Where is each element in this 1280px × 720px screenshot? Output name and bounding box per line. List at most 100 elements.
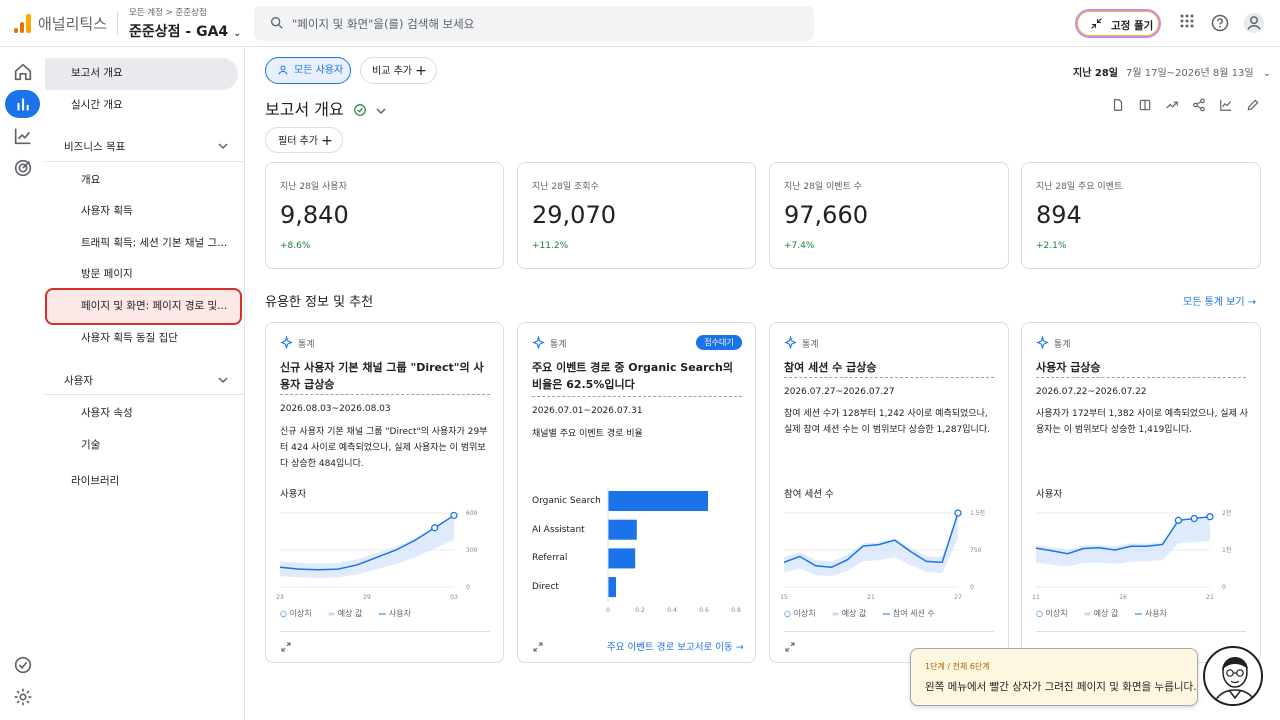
expand-icon[interactable]	[784, 641, 796, 653]
nav-item-pages-and-screens[interactable]: 페이지 및 화면: 페이지 경로 및...	[81, 300, 228, 312]
help-icon[interactable]	[1211, 14, 1229, 32]
legend-anomaly-label: 이상치	[289, 609, 312, 618]
chart-legend: ○ 이상치 ▬ 예상 값 — 사용자	[280, 608, 427, 619]
expand-icon[interactable]	[280, 641, 292, 653]
anomaly-point	[431, 524, 439, 532]
kpi-card-events[interactable]: 지난 28일 이벤트 수 97,660 +7.4%	[769, 162, 1009, 269]
compare-columns-icon[interactable]	[1138, 98, 1152, 112]
insight-kind: 통계	[802, 340, 819, 350]
expand-icon[interactable]	[532, 641, 544, 653]
check-circle-icon[interactable]	[12, 654, 34, 676]
nav-item-library[interactable]: 라이브러리	[71, 475, 120, 487]
share-icon[interactable]	[1192, 98, 1206, 112]
nav-item-realtime[interactable]: 실시간 개요	[71, 99, 123, 111]
kpi-value: 894	[1036, 201, 1082, 229]
nav-item-tech[interactable]: 기술	[81, 439, 101, 451]
insight-card[interactable]: 통계 신규 사용자 기본 채널 그룹 "Direct"의 사용자 급상승 202…	[265, 322, 504, 663]
nav-section-business[interactable]: 비즈니스 목표	[64, 139, 125, 154]
nav-item-landing-page[interactable]: 방문 페이지	[81, 268, 133, 280]
legend-expected: ▬ 예상 값	[831, 609, 867, 618]
app-name[interactable]: 애널리틱스	[38, 15, 108, 33]
kpi-card-key-events[interactable]: 지난 28일 주요 이벤트 894 +2.1%	[1021, 162, 1261, 269]
insight-card[interactable]: 통계 접수대기 주요 이벤트 경로 중 Organic Search의 비율은 …	[517, 322, 756, 663]
nav-item-biz-overview[interactable]: 개요	[81, 174, 101, 186]
analytics-logo-icon[interactable]	[14, 14, 31, 33]
kpi-change: +2.1%	[1036, 241, 1067, 251]
add-comparison-button[interactable]: 비교 추가 +	[360, 57, 437, 84]
explore-icon[interactable]	[12, 125, 34, 147]
card-footer	[770, 631, 1008, 632]
insight-description: 신규 사용자 기본 채널 그룹 "Direct"의 사용자가 29부터 424 …	[280, 427, 488, 469]
plus-icon: +	[321, 133, 333, 149]
home-icon[interactable]	[12, 61, 34, 83]
x-tick-label: 16	[1119, 594, 1127, 601]
kpi-value: 29,070	[532, 201, 616, 229]
insight-kind: 통계	[550, 340, 567, 350]
nav-item-user-attributes[interactable]: 사용자 속성	[81, 407, 133, 419]
anomaly-point	[1206, 513, 1214, 521]
insight-chart: 0 300 600 23 29 03	[276, 510, 478, 601]
bar	[608, 519, 637, 540]
unpin-button[interactable]: 고정 풀기	[1075, 9, 1161, 38]
kpi-card-views[interactable]: 지난 28일 조회수 29,070 +11.2%	[517, 162, 756, 269]
divider	[1036, 377, 1246, 378]
legend-expected: ▬ 예상 값	[327, 609, 363, 618]
arrow-right-icon: →	[1247, 297, 1257, 308]
chevron-down-icon[interactable]	[218, 376, 228, 384]
insight-card[interactable]: 통계 참여 세션 수 급상승 2026.07.27~2026.07.27 참여 …	[769, 322, 1009, 663]
date-range-selector[interactable]: 지난 28일 7월 17일~2026년 8월 13일 ⌄	[1073, 64, 1271, 79]
divider	[280, 394, 490, 395]
sparkle-icon	[1036, 336, 1049, 349]
x-tick-label: 21	[867, 594, 875, 601]
divider	[45, 161, 245, 162]
legend-series-label: 사용자	[388, 609, 411, 618]
person-icon	[278, 65, 288, 75]
bar	[608, 491, 708, 511]
go-to-key-event-path-report-link[interactable]: 주요 이벤트 경로 보고서로 이동 →	[607, 639, 744, 653]
kpi-card-users[interactable]: 지난 28일 사용자 9,840 +8.6%	[265, 162, 504, 269]
legend-expected: ▬ 예상 값	[1083, 609, 1119, 618]
nav-item-user-acquisition-cohort[interactable]: 사용자 획득 동질 집단	[81, 332, 178, 344]
legend-series-label: 참여 세션 수	[892, 609, 935, 618]
apps-grid-icon[interactable]	[1179, 13, 1195, 29]
breadcrumb[interactable]: 모든 계정 > 준준상점	[129, 8, 207, 18]
settings-gear-icon[interactable]	[12, 686, 34, 708]
edit-pencil-icon[interactable]	[1246, 98, 1260, 112]
nav-item-overview[interactable]: 보고서 개요	[71, 67, 123, 79]
trending-up-icon[interactable]	[1165, 98, 1179, 112]
document-icon[interactable]	[1111, 98, 1125, 112]
view-all-label: 모든 통계 보기	[1183, 297, 1245, 308]
property-selector[interactable]: 준준상점 - GA4 ⌄	[129, 21, 241, 41]
insight-card[interactable]: 통계 사용자 급상승 2026.07.22~2026.07.22 사용자가 17…	[1021, 322, 1261, 663]
y-tick-label: 2천	[1222, 509, 1231, 517]
x-tick-label: 29	[363, 594, 371, 601]
nav-item-traffic-acquisition[interactable]: 트래픽 획득: 세션 기본 채널 그...	[81, 237, 228, 249]
arrow-right-icon: →	[735, 642, 744, 653]
advertising-icon[interactable]	[12, 157, 34, 179]
insights-chart-icon[interactable]	[1219, 98, 1233, 112]
series-line	[783, 512, 959, 569]
add-filter-button[interactable]: 필터 추가 +	[265, 127, 343, 153]
sparkle-icon	[280, 336, 293, 349]
nav-item-overview-selected[interactable]	[45, 58, 238, 90]
kpi-label: 지난 28일 주요 이벤트	[1036, 182, 1123, 192]
legend-anomaly: ○ 이상치	[1036, 609, 1068, 618]
legend-series: — 참여 세션 수	[882, 609, 935, 618]
legend-anomaly: ○ 이상치	[280, 609, 312, 618]
all-users-chip[interactable]: 모든 사용자	[265, 57, 351, 84]
status-badge: 접수대기	[696, 335, 742, 350]
nav-section-user[interactable]: 사용자	[64, 373, 93, 388]
search-placeholder: "페이지 및 화면"을(를) 검색해 보세요	[292, 17, 475, 31]
bar	[608, 548, 636, 569]
account-avatar-icon[interactable]	[1243, 12, 1265, 34]
nav-item-user-acquisition[interactable]: 사용자 획득	[81, 205, 133, 217]
y-tick-label: 600	[466, 510, 478, 517]
divider	[784, 377, 994, 378]
chevron-up-icon[interactable]	[218, 142, 228, 150]
view-all-insights-link[interactable]: 모든 통계 보기 →	[1183, 293, 1256, 308]
kpi-label: 지난 28일 조회수	[532, 182, 599, 192]
search-bar[interactable]: "페이지 및 화면"을(를) 검색해 보세요	[254, 6, 814, 41]
y-tick-label: 0	[970, 584, 974, 591]
add-filter-label: 필터 추가	[278, 136, 318, 147]
chevron-down-icon[interactable]	[376, 107, 386, 115]
